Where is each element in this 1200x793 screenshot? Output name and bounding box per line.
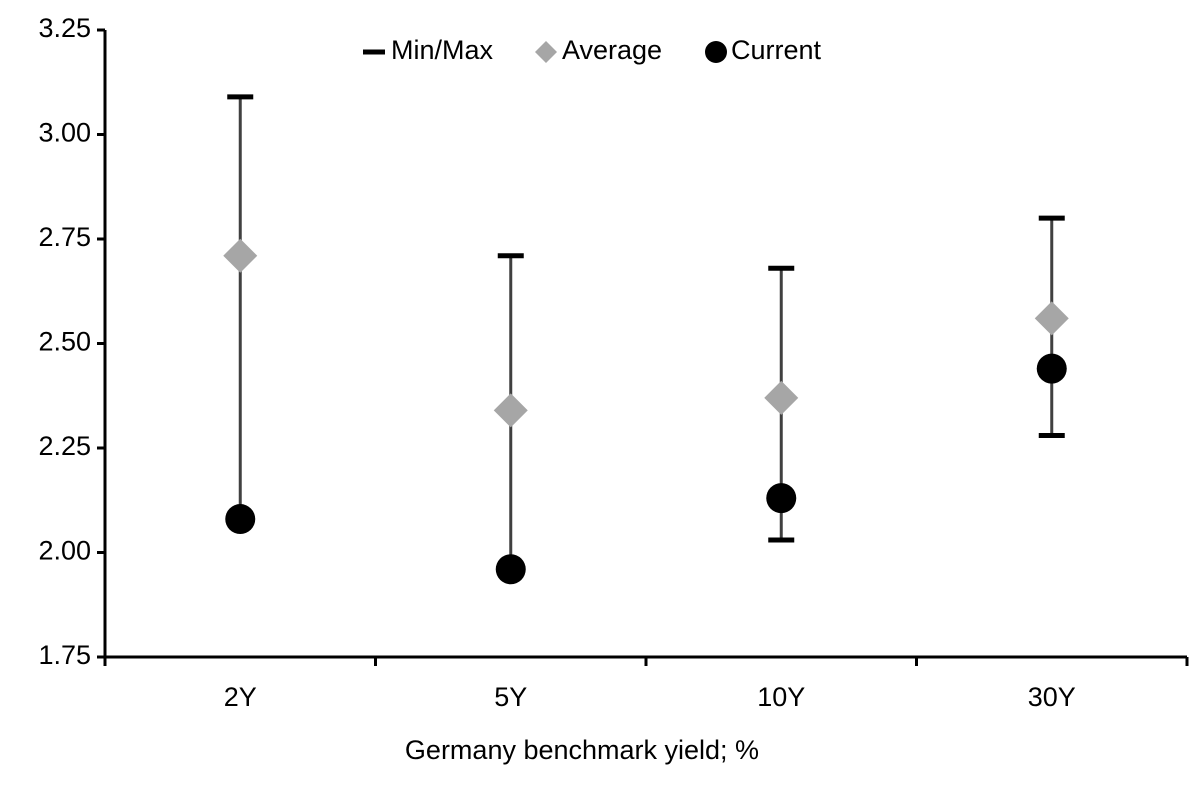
- current-marker: [225, 504, 256, 535]
- x-tick-label: 2Y: [224, 682, 257, 712]
- y-tick-label: 3.25: [38, 13, 91, 43]
- legend-label: Average: [562, 35, 662, 65]
- x-axis-label: Germany benchmark yield; %: [405, 735, 759, 765]
- y-tick-label: 2.25: [38, 431, 91, 461]
- y-tick-label: 2.75: [38, 222, 91, 252]
- average-marker: [493, 393, 528, 428]
- legend-symbol: [705, 41, 727, 63]
- average-marker: [764, 380, 799, 415]
- y-tick-label: 1.75: [38, 640, 91, 670]
- x-tick-label: 10Y: [757, 682, 805, 712]
- average-marker: [1034, 301, 1069, 336]
- y-tick-label: 2.00: [38, 536, 91, 566]
- legend-label: Min/Max: [391, 35, 494, 65]
- current-marker: [1036, 353, 1067, 384]
- x-tick-label: 30Y: [1028, 682, 1076, 712]
- legend-label: Current: [731, 35, 822, 65]
- current-marker: [766, 483, 797, 514]
- x-tick-label: 5Y: [494, 682, 527, 712]
- legend-symbol: [535, 41, 557, 63]
- y-tick-label: 2.50: [38, 327, 91, 357]
- y-tick-label: 3.00: [38, 118, 91, 148]
- current-marker: [495, 554, 526, 585]
- average-marker: [223, 238, 258, 273]
